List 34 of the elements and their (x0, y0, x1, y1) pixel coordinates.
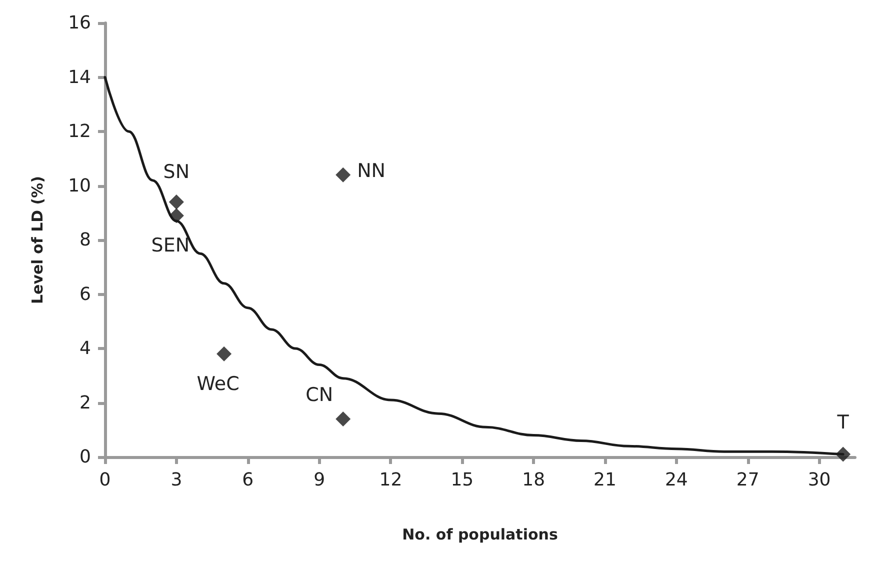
y-tick-label: 14 (68, 66, 91, 88)
annotation: NN (357, 160, 386, 182)
x-axis-title: No. of populations (402, 526, 558, 544)
y-tick-label: 12 (68, 121, 91, 142)
x-tick-label: 3 (170, 470, 182, 490)
x-tick-label: 0 (99, 470, 111, 490)
point (216, 346, 232, 362)
point (836, 446, 851, 462)
y-tick-label: 2 (80, 392, 91, 414)
point (336, 412, 351, 427)
point (168, 194, 184, 210)
x-tick-label: 24 (664, 470, 688, 490)
x-tick-label: 15 (450, 470, 474, 490)
annotation: CN (306, 384, 334, 406)
x-tick-label: 21 (594, 470, 616, 490)
x-tick-label: 6 (242, 470, 254, 490)
y-axis-title: Level of LD (%) (28, 176, 46, 304)
annotation: SN (163, 161, 190, 184)
x-tick-label: 12 (379, 470, 402, 490)
point (168, 208, 184, 224)
point (336, 167, 351, 182)
x-tick-label: 30 (808, 470, 831, 490)
annotation: T (836, 411, 850, 434)
x-tick-label: 9 (314, 470, 326, 490)
x-tick-label: 27 (736, 470, 760, 490)
y-tick-label: 8 (80, 230, 91, 250)
y-tick-label: 0 (80, 446, 91, 468)
x-tick-label: 18 (522, 470, 546, 490)
y-tick-label: 6 (80, 284, 91, 305)
y-tick-label: 16 (68, 12, 91, 34)
y-tick-label: 10 (68, 175, 91, 196)
y-tick-label: 4 (80, 338, 91, 359)
annotation: WeC (196, 372, 240, 395)
annotation: SEN (151, 234, 190, 257)
